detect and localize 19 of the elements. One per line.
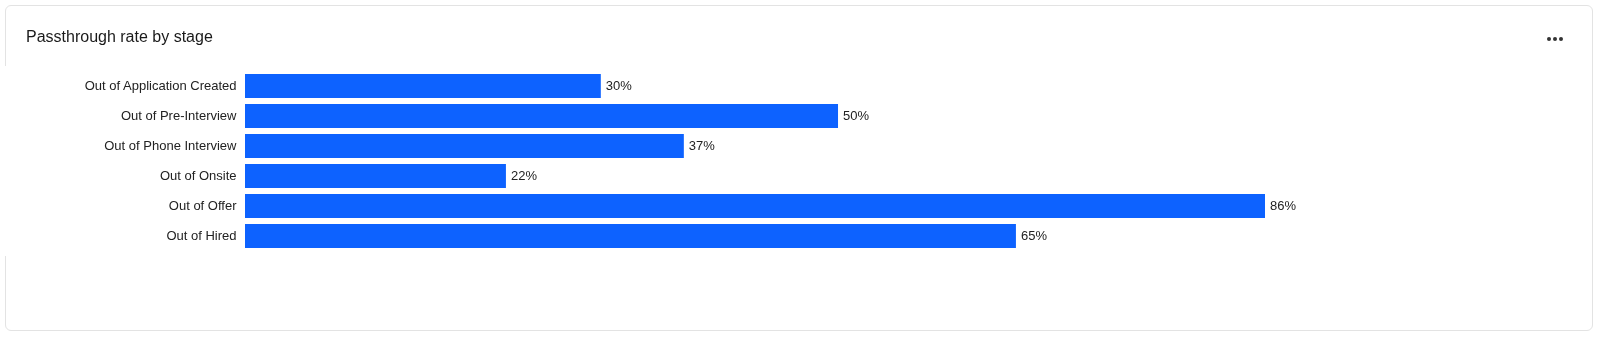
bar [245, 194, 1265, 218]
data-label: 86% [1270, 198, 1297, 213]
y-tick-label: Out of Pre-Interview [120, 108, 238, 123]
data-label: 37% [688, 138, 716, 153]
data-label: 30% [605, 78, 633, 93]
y-tick-label: Out of Hired [166, 228, 237, 243]
data-label: 65% [1020, 228, 1048, 243]
chart-title: Passthrough rate by stage [26, 28, 213, 46]
data-label: 22% [510, 168, 538, 183]
y-tick-label: Out of Offer [168, 198, 238, 213]
bar [245, 224, 1016, 248]
bar [245, 164, 506, 188]
y-tick-label: Out of Onsite [159, 168, 237, 183]
y-tick-label: Out of Phone Interview [104, 138, 238, 153]
data-label: 50% [843, 108, 870, 123]
y-tick-label: Out of Application Created [84, 78, 237, 93]
bar [245, 104, 839, 128]
bar [245, 74, 601, 98]
bar [245, 134, 684, 158]
